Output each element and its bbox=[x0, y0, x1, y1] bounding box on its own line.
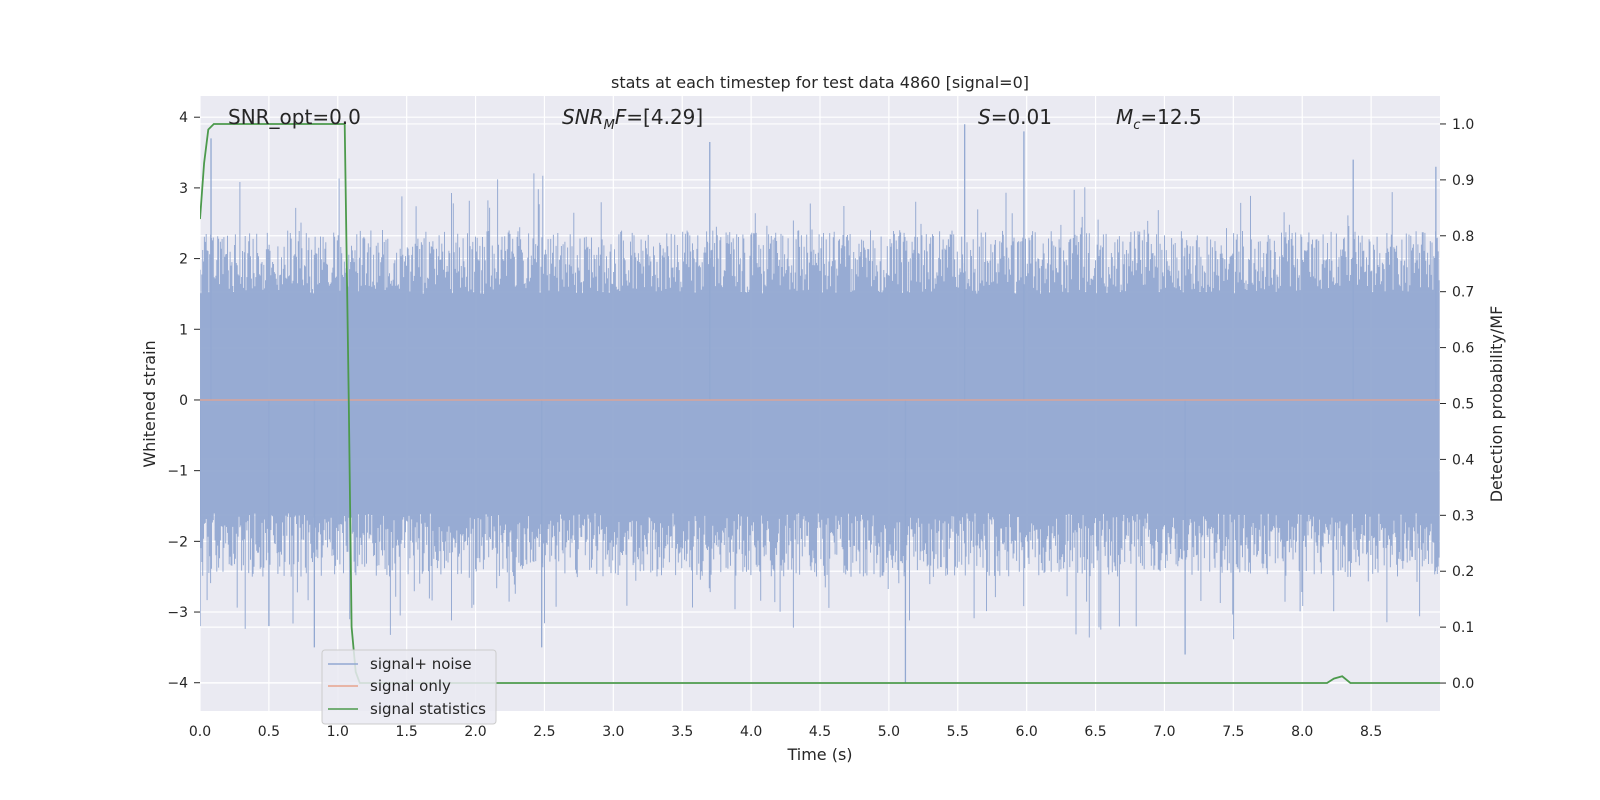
x-tick-label: 6.0 bbox=[1016, 724, 1038, 740]
y-axis-ticks: 4 3 2 1 0 −1 −2 −3 −4 bbox=[167, 110, 200, 692]
x-tick-label: 4.5 bbox=[809, 724, 831, 740]
annotation-snr-mf-sub: M bbox=[604, 118, 615, 133]
y2-axis-ticks: 1.0 0.9 0.8 0.7 0.6 0.5 0.4 0.3 0.2 0.1 0.0 bbox=[1440, 117, 1474, 692]
y2-tick-label: 0.6 bbox=[1452, 341, 1474, 357]
y-tick-label: 3 bbox=[179, 181, 188, 197]
x-tick-label: 3.5 bbox=[671, 724, 693, 740]
y-tick-label: 4 bbox=[179, 110, 188, 126]
y2-tick-label: 0.3 bbox=[1452, 508, 1474, 524]
x-tick-label: 6.5 bbox=[1084, 724, 1106, 740]
x-tick-label: 1.5 bbox=[396, 724, 418, 740]
legend-box bbox=[321, 649, 497, 725]
y-tick-label: −3 bbox=[167, 605, 188, 621]
x-tick-label: 0.0 bbox=[189, 724, 211, 740]
y2-tick-label: 0.7 bbox=[1452, 285, 1474, 301]
y-tick-label: 2 bbox=[179, 252, 188, 268]
x-tick-label: 1.0 bbox=[327, 724, 349, 740]
chart-title: stats at each timestep for test data 486… bbox=[611, 73, 1029, 92]
annotation-s-value: =0.01 bbox=[991, 105, 1052, 129]
x-tick-label: 0.5 bbox=[258, 724, 280, 740]
x-tick-label: 2.5 bbox=[533, 724, 555, 740]
legend-label-statistics: signal statistics bbox=[370, 700, 486, 718]
annotation-s: S=0.01 bbox=[978, 105, 1052, 129]
y2-tick-label: 0.9 bbox=[1452, 173, 1474, 189]
annotation-s-label: S bbox=[978, 105, 991, 129]
x-axis-label: Time (s) bbox=[786, 745, 852, 764]
y-tick-label: 1 bbox=[179, 322, 188, 338]
annotation-snr-mf: SNRMF=[4.29] bbox=[562, 105, 703, 133]
annotation-mc-sub: c bbox=[1133, 118, 1140, 133]
x-tick-label: 7.0 bbox=[1153, 724, 1175, 740]
annotation-snr-mf-base: SNR bbox=[562, 105, 604, 129]
x-axis-ticks: 0.0 0.5 1.0 1.5 2.0 2.5 3.0 3.5 4.0 4.5 5.0 5.5 6.0 6… bbox=[189, 724, 1382, 740]
signal-noise-series bbox=[200, 124, 1440, 683]
y2-tick-label: 0.0 bbox=[1452, 676, 1474, 692]
y-tick-label: −4 bbox=[167, 676, 188, 692]
y2-tick-label: 0.1 bbox=[1452, 620, 1474, 636]
y2-tick-label: 1.0 bbox=[1452, 117, 1474, 133]
x-tick-label: 8.5 bbox=[1360, 724, 1382, 740]
x-tick-label: 3.0 bbox=[602, 724, 624, 740]
y-tick-label: −2 bbox=[167, 534, 188, 550]
annotation-snr-mf-rest: F=[4.29] bbox=[615, 105, 703, 129]
annotation-snr-mf-f: F bbox=[615, 105, 627, 129]
x-tick-label: 7.5 bbox=[1222, 724, 1244, 740]
y2-tick-label: 0.4 bbox=[1452, 452, 1474, 468]
x-tick-label: 4.0 bbox=[740, 724, 762, 740]
legend-label-noise: signal+ noise bbox=[370, 655, 472, 673]
y2-tick-label: 0.8 bbox=[1452, 229, 1474, 245]
annotation-snr-opt: SNR_opt=0.0 bbox=[228, 105, 361, 129]
y2-tick-label: 0.5 bbox=[1452, 397, 1474, 413]
x-tick-label: 5.0 bbox=[878, 724, 900, 740]
legend: signal+ noise signal only signal statist… bbox=[321, 649, 497, 725]
x-tick-label: 8.0 bbox=[1291, 724, 1313, 740]
annotation-mc: Mc=12.5 bbox=[1116, 105, 1202, 133]
annotation-mc-value: =12.5 bbox=[1140, 105, 1201, 129]
y2-tick-label: 0.2 bbox=[1452, 564, 1474, 580]
y-axis-label: Whitened strain bbox=[140, 340, 159, 467]
y2-axis-label: Detection probability/MF bbox=[1487, 306, 1506, 503]
x-tick-label: 5.5 bbox=[947, 724, 969, 740]
legend-label-signal-only: signal only bbox=[370, 677, 451, 695]
x-tick-label: 2.0 bbox=[464, 724, 486, 740]
annotation-mc-label: M bbox=[1116, 105, 1133, 129]
y-tick-label: 0 bbox=[179, 393, 188, 409]
y-tick-label: −1 bbox=[167, 464, 188, 480]
